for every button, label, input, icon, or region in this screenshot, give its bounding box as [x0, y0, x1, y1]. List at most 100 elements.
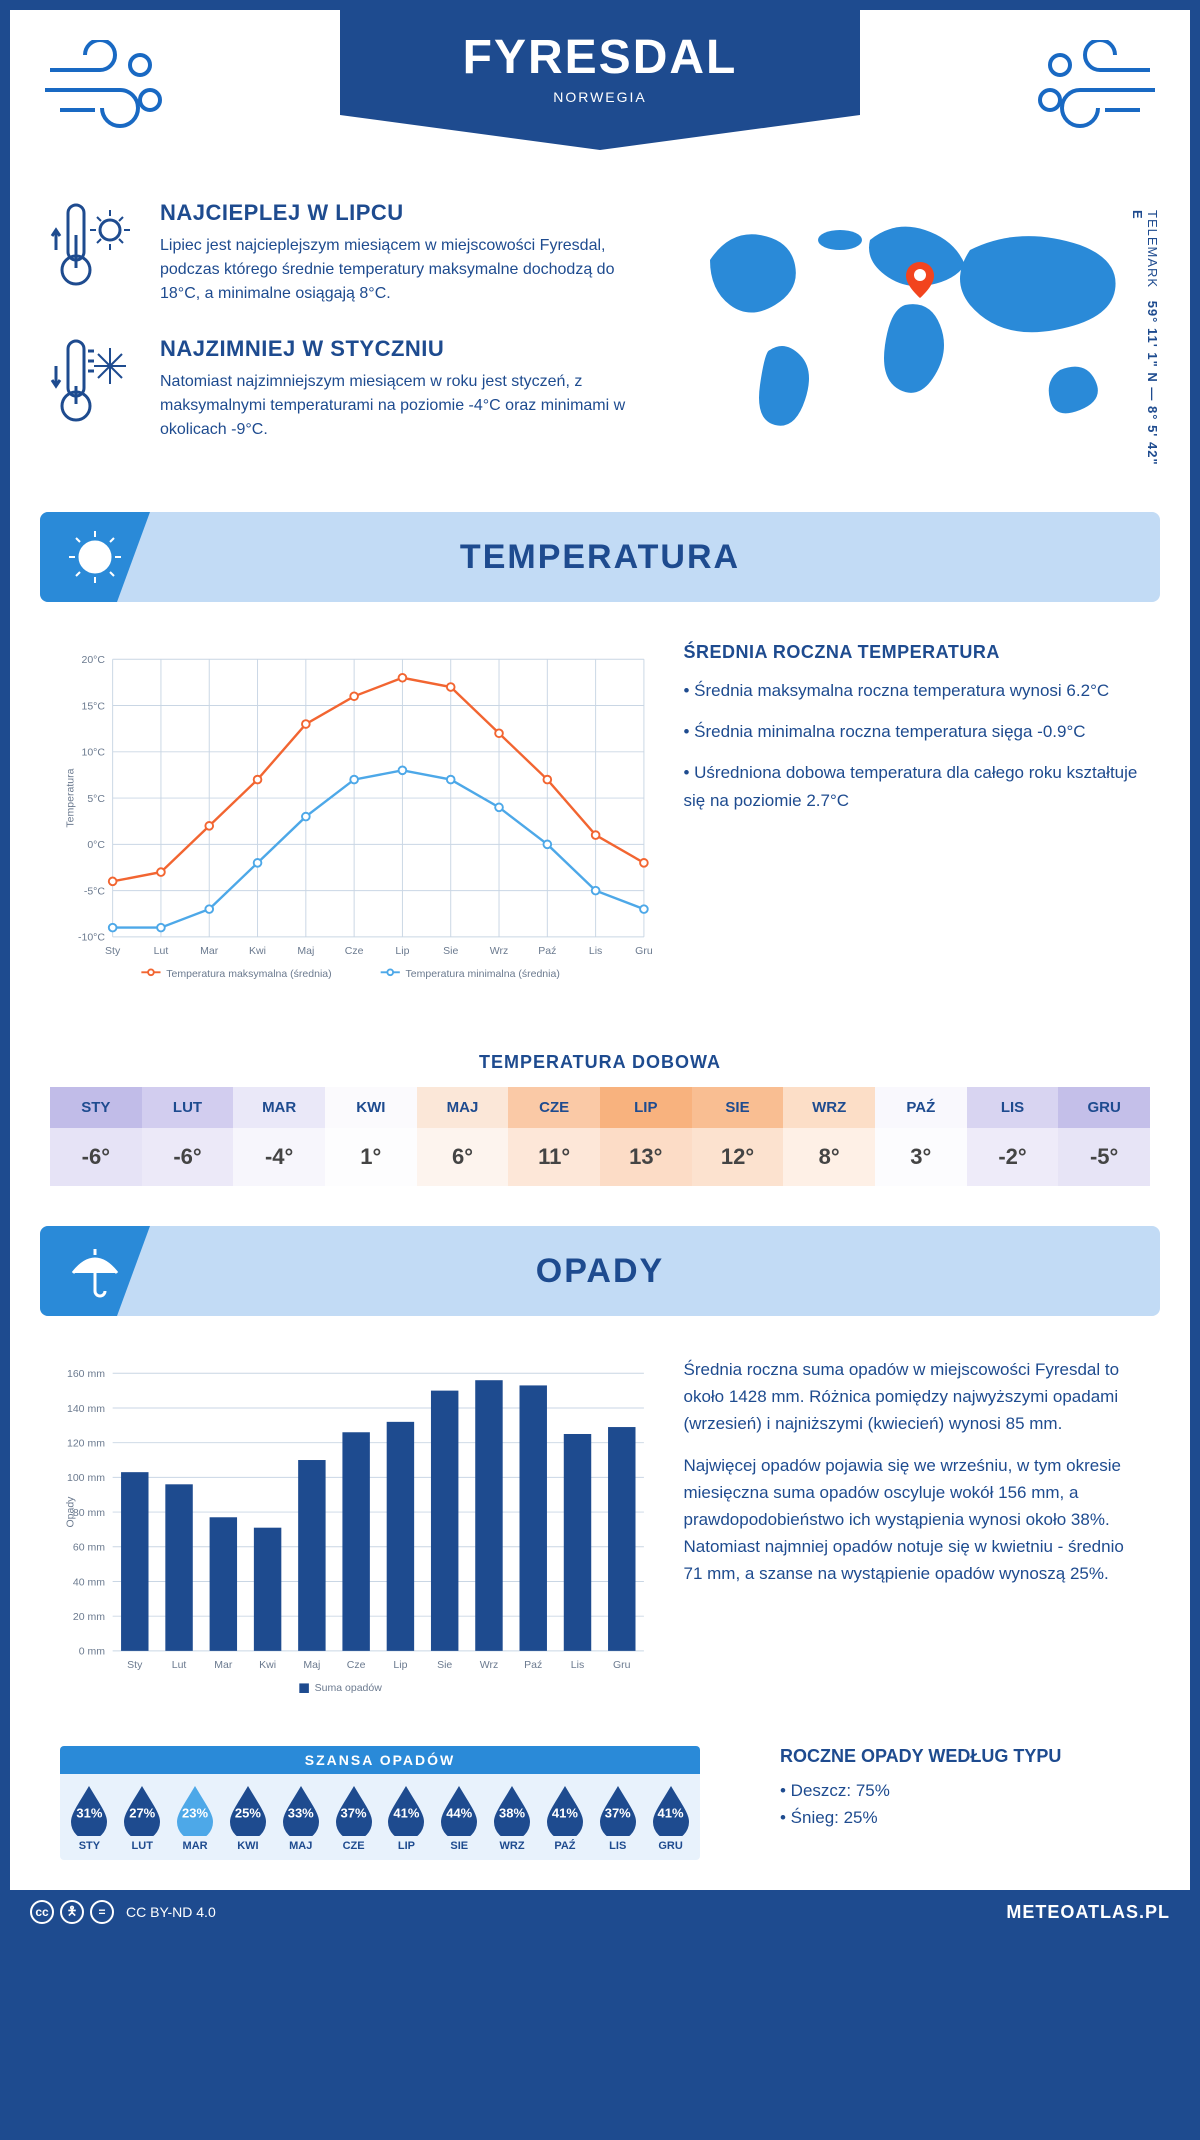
- svg-text:Cze: Cze: [345, 945, 364, 957]
- warmest-title: NAJCIEPLEJ W LIPCU: [160, 200, 640, 226]
- svg-text:0 mm: 0 mm: [79, 1646, 106, 1658]
- precip-type-block: ROCZNE OPADY WEDŁUG TYPU • Deszcz: 75% •…: [750, 1736, 1190, 1890]
- svg-text:Kwi: Kwi: [249, 945, 266, 957]
- svg-text:Temperatura: Temperatura: [64, 768, 76, 827]
- svg-text:15°C: 15°C: [81, 700, 105, 712]
- wind-swirl-icon: [1020, 40, 1160, 130]
- umbrella-icon: [40, 1226, 150, 1316]
- rain-chance-cell: 41% LIP: [381, 1784, 432, 1852]
- svg-text:140 mm: 140 mm: [67, 1403, 105, 1415]
- svg-text:Mar: Mar: [214, 1659, 233, 1671]
- cc-icon: cc: [30, 1900, 54, 1924]
- raindrop-icon: 23%: [173, 1784, 217, 1836]
- raindrop-icon: 31%: [67, 1784, 111, 1836]
- coldest-title: NAJZIMNIEJ W STYCZNIU: [160, 336, 640, 362]
- daily-value: -6°: [142, 1128, 234, 1186]
- svg-text:Wrz: Wrz: [480, 1659, 498, 1671]
- worldmap-block: TELEMARK 59° 11' 1" N — 8° 5' 42" E: [670, 200, 1150, 472]
- raindrop-icon: 25%: [226, 1784, 270, 1836]
- rain-chance-cell: 23% MAR: [170, 1784, 221, 1852]
- raindrop-icon: 38%: [490, 1784, 534, 1836]
- svg-text:Sie: Sie: [437, 1659, 452, 1671]
- svg-text:Gru: Gru: [613, 1659, 631, 1671]
- daily-value: 1°: [325, 1128, 417, 1186]
- rain-chance-cell: 37% LIS: [592, 1784, 643, 1852]
- daily-month: PAŹ: [875, 1087, 967, 1128]
- rain-chance-cell: 44% SIE: [434, 1784, 485, 1852]
- precipitation-bar-chart: 0 mm20 mm40 mm60 mm80 mm100 mm120 mm140 …: [60, 1356, 653, 1716]
- svg-text:10°C: 10°C: [81, 747, 105, 759]
- svg-text:0°C: 0°C: [87, 839, 105, 851]
- world-map-icon: [670, 200, 1150, 460]
- svg-text:Wrz: Wrz: [490, 945, 509, 957]
- license-block: cc 🯅 = CC BY-ND 4.0: [30, 1900, 216, 1924]
- rain-chance-cell: 41% PAŹ: [539, 1784, 590, 1852]
- daily-temp-table: STYLUTMARKWIMAJCZELIPSIEWRZPAŹLISGRU-6°-…: [50, 1087, 1150, 1186]
- svg-text:Maj: Maj: [297, 945, 314, 957]
- title-banner: FYRESDAL NORWEGIA: [340, 10, 860, 150]
- raindrop-icon: 41%: [543, 1784, 587, 1836]
- daily-value: -5°: [1058, 1128, 1150, 1186]
- svg-text:Sty: Sty: [127, 1659, 143, 1671]
- svg-text:Kwi: Kwi: [259, 1659, 276, 1671]
- rain-chance-grid: 31% STY 27% LUT 23% MAR 25% KWI: [60, 1774, 700, 1860]
- daily-month: MAJ: [417, 1087, 509, 1128]
- rain-chance-cell: 41% GRU: [645, 1784, 696, 1852]
- daily-month: MAR: [233, 1087, 325, 1128]
- intro-section: NAJCIEPLEJ W LIPCU Lipiec jest najcieple…: [10, 170, 1190, 512]
- svg-text:Sie: Sie: [443, 945, 458, 957]
- rain-chance-cell: 37% CZE: [328, 1784, 379, 1852]
- header: FYRESDAL NORWEGIA: [10, 10, 1190, 170]
- coordinates-label: TELEMARK 59° 11' 1" N — 8° 5' 42" E: [1130, 210, 1160, 472]
- svg-text:120 mm: 120 mm: [67, 1437, 105, 1449]
- avg-temp-b2: • Średnia minimalna roczna temperatura s…: [683, 718, 1140, 745]
- by-icon: 🯅: [60, 1900, 84, 1924]
- svg-text:160 mm: 160 mm: [67, 1368, 105, 1380]
- svg-text:Lip: Lip: [395, 945, 409, 957]
- temperature-body: -10°C-5°C0°C5°C10°C15°C20°CStyLutMarKwiM…: [10, 602, 1190, 1032]
- region-label: TELEMARK: [1145, 210, 1160, 288]
- daily-month: LIP: [600, 1087, 692, 1128]
- svg-text:Lut: Lut: [172, 1659, 187, 1671]
- daily-temp-title: TEMPERATURA DOBOWA: [10, 1052, 1190, 1073]
- sun-icon: [40, 512, 150, 602]
- daily-month: CZE: [508, 1087, 600, 1128]
- svg-text:-10°C: -10°C: [78, 932, 105, 944]
- daily-month: SIE: [692, 1087, 784, 1128]
- site-label: METEOATLAS.PL: [1006, 1902, 1170, 1923]
- avg-temp-b1: • Średnia maksymalna roczna temperatura …: [683, 677, 1140, 704]
- svg-text:Opady: Opady: [64, 1496, 76, 1528]
- coldest-block: NAJZIMNIEJ W STYCZNIU Natomiast najzimni…: [50, 336, 640, 442]
- raindrop-icon: 27%: [120, 1784, 164, 1836]
- nd-icon: =: [90, 1900, 114, 1924]
- daily-value: 11°: [508, 1128, 600, 1186]
- location-country: NORWEGIA: [340, 89, 860, 105]
- daily-month: STY: [50, 1087, 142, 1128]
- warmest-text: Lipiec jest najcieplejszym miesiącem w m…: [160, 234, 640, 306]
- daily-value: 12°: [692, 1128, 784, 1186]
- daily-value: 8°: [783, 1128, 875, 1186]
- temperature-line-chart: -10°C-5°C0°C5°C10°C15°C20°CStyLutMarKwiM…: [60, 642, 653, 1002]
- svg-text:Lut: Lut: [154, 945, 169, 957]
- avg-temp-title: ŚREDNIA ROCZNA TEMPERATURA: [683, 642, 1140, 663]
- svg-text:Lip: Lip: [393, 1659, 407, 1671]
- precipitation-section-bar: OPADY: [40, 1226, 1160, 1316]
- footer: cc 🯅 = CC BY-ND 4.0 METEOATLAS.PL: [10, 1890, 1190, 1934]
- rain-chance-title: SZANSA OPADÓW: [60, 1746, 700, 1774]
- daily-month: GRU: [1058, 1087, 1150, 1128]
- avg-temp-b3: • Uśredniona dobowa temperatura dla całe…: [683, 759, 1140, 813]
- rain-chance-cell: 25% KWI: [222, 1784, 273, 1852]
- rain-chance-cell: 38% WRZ: [487, 1784, 538, 1852]
- raindrop-icon: 37%: [332, 1784, 376, 1836]
- svg-text:20 mm: 20 mm: [73, 1611, 105, 1623]
- svg-text:Maj: Maj: [303, 1659, 320, 1671]
- svg-text:-5°C: -5°C: [84, 885, 106, 897]
- svg-text:5°C: 5°C: [87, 793, 105, 805]
- svg-text:Lis: Lis: [571, 1659, 584, 1671]
- daily-month: LUT: [142, 1087, 234, 1128]
- raindrop-icon: 37%: [596, 1784, 640, 1836]
- daily-month: LIS: [967, 1087, 1059, 1128]
- precip-text-side: Średnia roczna suma opadów w miejscowośc…: [683, 1356, 1140, 1716]
- svg-text:60 mm: 60 mm: [73, 1542, 105, 1554]
- precip-p2: Najwięcej opadów pojawia się we wrześniu…: [683, 1452, 1140, 1588]
